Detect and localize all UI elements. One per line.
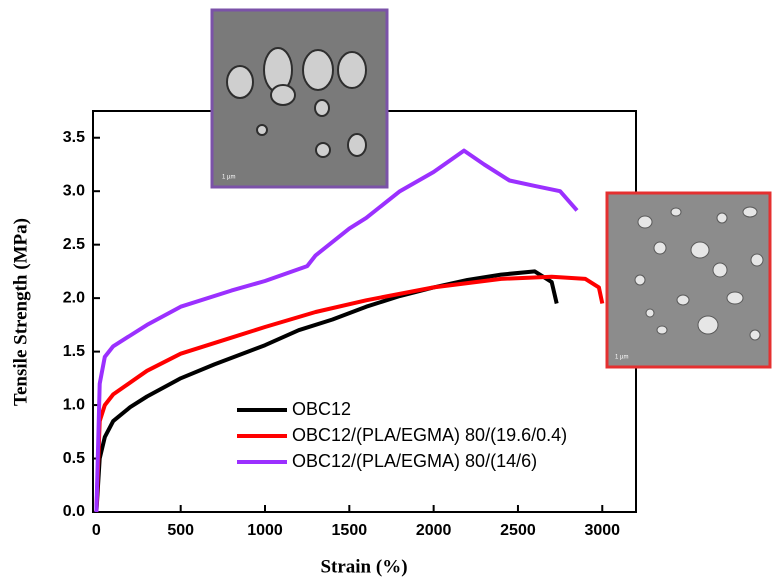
data-line [94,269,559,513]
data-line [94,274,605,513]
legend-label: OBC12/(PLA/EGMA) 80/(14/6) [292,451,537,471]
y-tick-label: 3.5 [63,129,85,146]
y-tick-label: 3.0 [63,182,85,199]
legend-label: OBC12/(PLA/EGMA) 80/(19.6/0.4) [292,425,567,445]
x-tick-label: 0 [92,522,101,539]
scale-label: 1 µm [615,355,628,361]
y-tick-label: 0.0 [63,503,85,520]
plot: 0 500 1000 1500 2000 2500 3000 0.0 0.5 1.0 1.5 2.0 2… [63,110,637,539]
y-axis-title: Tensile Strength (MPa) [10,218,31,406]
legend-label: OBC12 [292,399,351,419]
inset-particles [226,47,367,158]
y-tick-label: 2.0 [63,289,85,306]
x-tick-label: 2000 [416,522,452,539]
x-axis-title: Strain (%) [320,556,407,577]
x-tick-label: 1500 [332,522,368,539]
x-tick-label: 1000 [247,522,283,539]
inset-particles [634,206,764,341]
inset-purple: 1 µm [210,8,389,189]
x-tick-label: 500 [167,522,194,539]
inset-red: 1 µm [605,191,772,369]
x-tick-label: 3000 [584,522,620,539]
y-tick-label: 2.5 [63,236,85,253]
inset-frame [605,191,772,369]
x-tick-label: 2500 [500,522,536,539]
y-tick-label: 0.5 [63,450,85,467]
y-tick-label: 1.5 [63,343,85,360]
scale-label: 1 µm [222,175,235,181]
y-tick-label: 1.0 [63,396,85,413]
data-line [94,148,579,513]
